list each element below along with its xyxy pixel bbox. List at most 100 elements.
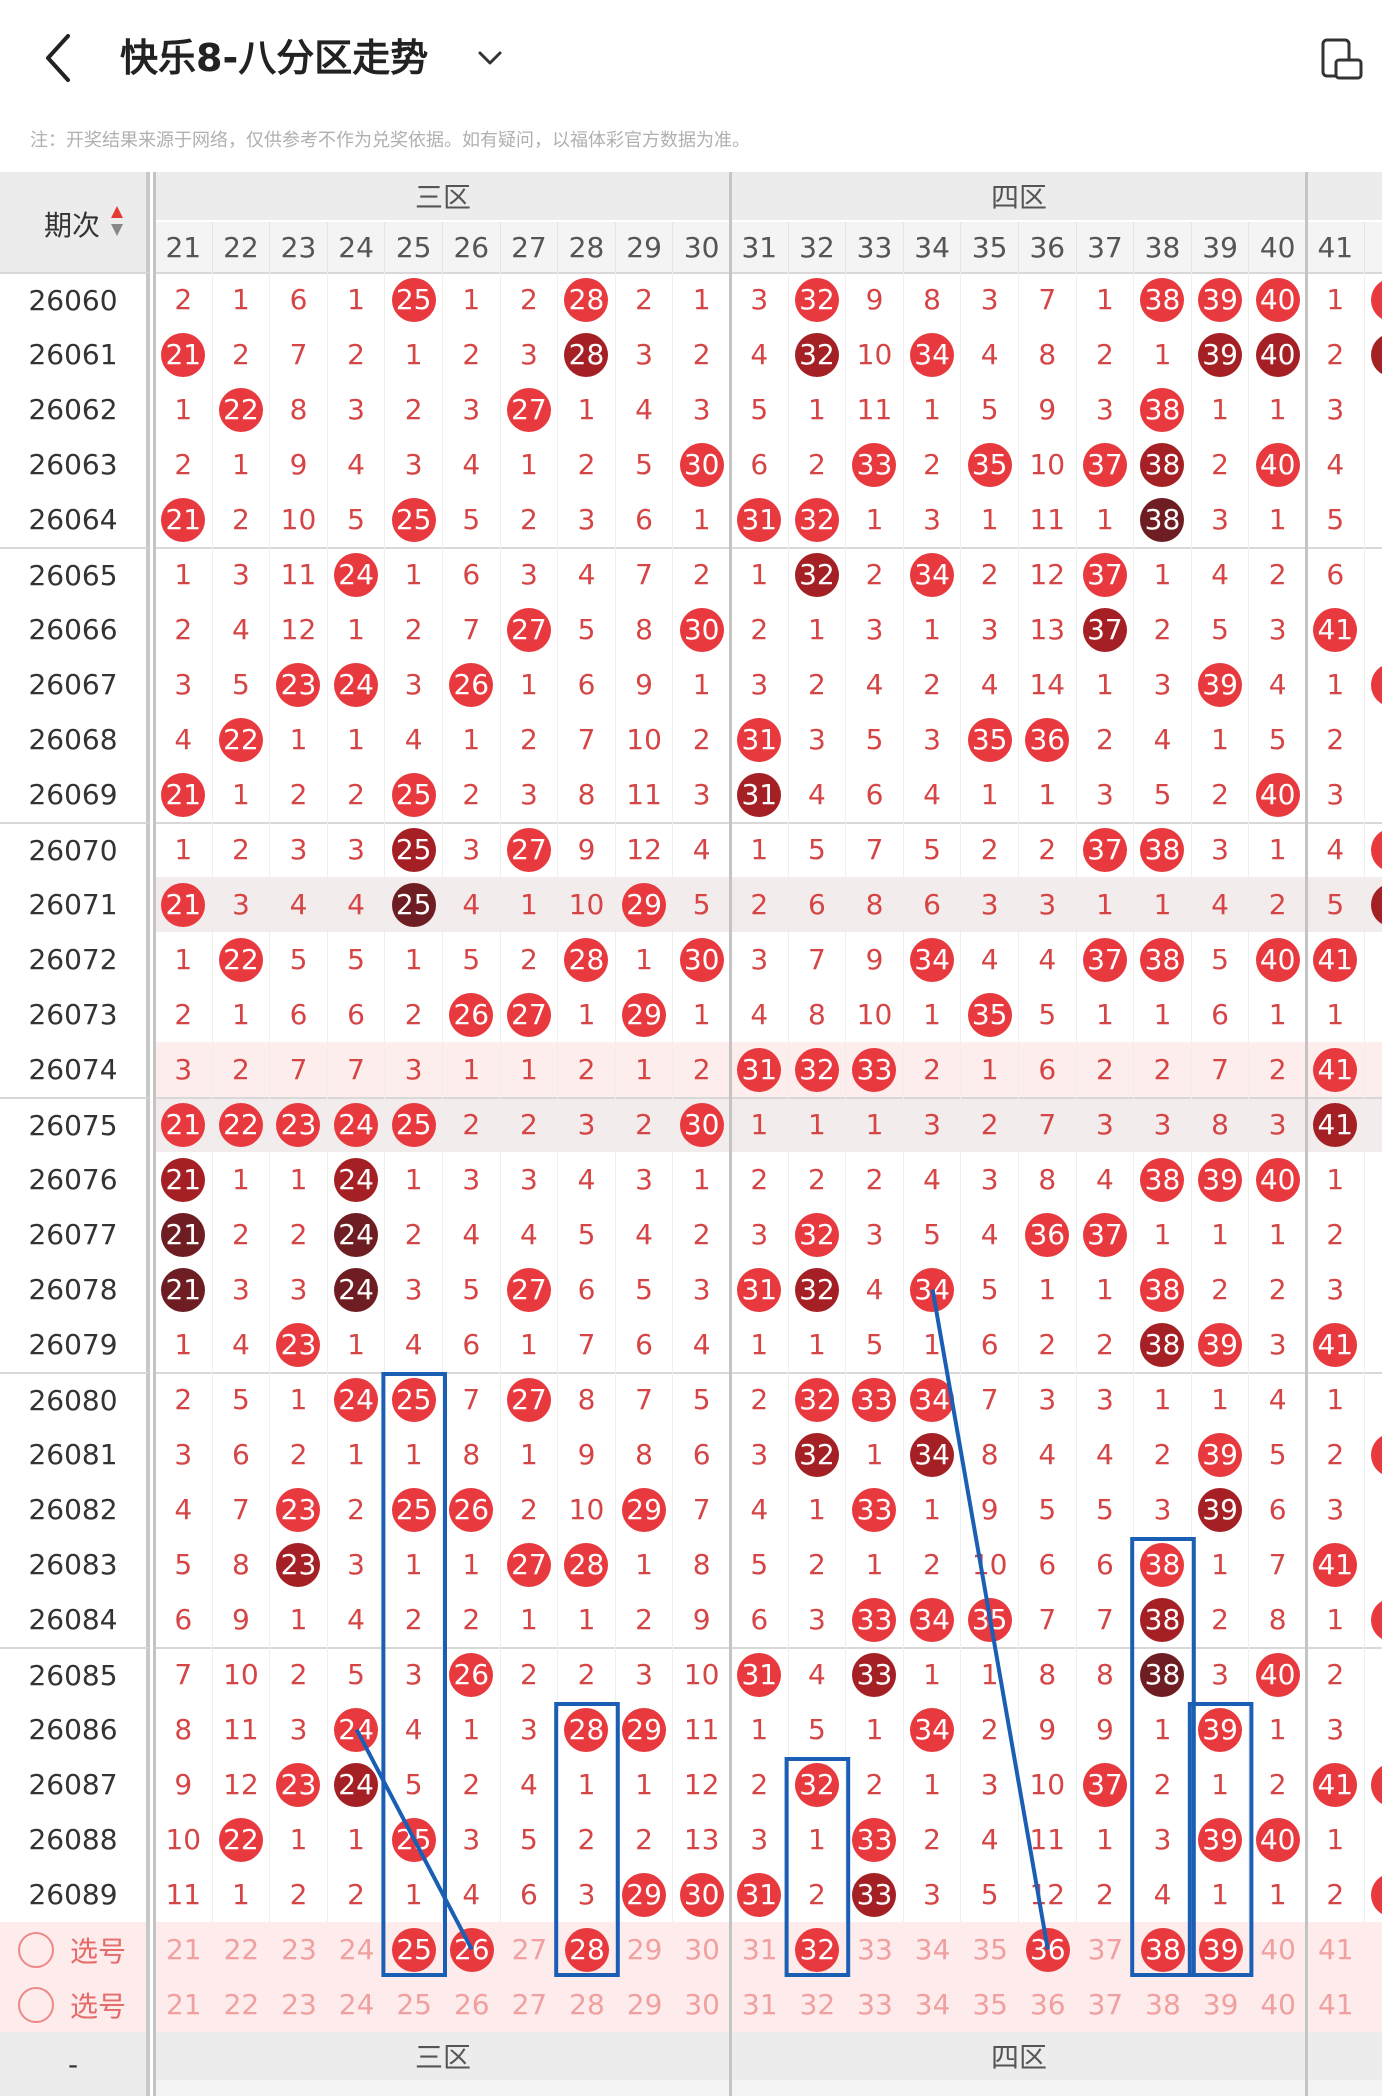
selected-ball[interactable]: 28 xyxy=(564,1927,609,1972)
hit-ball: 40 xyxy=(1255,442,1300,487)
table-cell: 1 xyxy=(270,1812,328,1867)
landscape-rotate-icon[interactable] xyxy=(1320,36,1364,82)
chevron-left-icon[interactable] xyxy=(38,28,78,88)
table-row xyxy=(155,1482,1382,1537)
select-cell[interactable]: 22 xyxy=(213,1922,271,1977)
select-cell[interactable]: 35 xyxy=(961,1922,1019,1977)
table-cell: 1 xyxy=(270,1592,328,1647)
select-cell[interactable]: 33 xyxy=(846,1922,904,1977)
select-cell[interactable]: 29 xyxy=(616,1977,674,2032)
select-cell[interactable]: 23 xyxy=(270,1922,328,1977)
select-number: 29 xyxy=(626,1988,663,2021)
table-cell: 1 xyxy=(846,1702,904,1757)
page-title: 快乐8-八分区走势 xyxy=(120,36,429,80)
miss-count: 1 xyxy=(404,1878,423,1911)
select-cell[interactable]: 25 xyxy=(385,1922,443,1977)
table-cell: 2 xyxy=(1077,327,1135,382)
selected-ball[interactable]: 25 xyxy=(392,1927,437,1972)
miss-count: 6 xyxy=(289,998,308,1031)
miss-count: 4 xyxy=(1095,1438,1114,1471)
select-cell[interactable]: 28 xyxy=(558,1977,616,2032)
select-cell[interactable]: 39 xyxy=(1192,1922,1250,1977)
select-cell[interactable]: 32 xyxy=(789,1977,847,2032)
select-cell[interactable]: 37 xyxy=(1077,1977,1135,2032)
table-cell: 5 xyxy=(789,1702,847,1757)
selected-ball[interactable]: 39 xyxy=(1198,1927,1243,1972)
select-cell[interactable]: 41 xyxy=(1307,1922,1365,1977)
miss-count: 2 xyxy=(462,1768,481,1801)
selected-ball[interactable]: 36 xyxy=(1025,1927,1070,1972)
select-cell[interactable]: 31 xyxy=(731,1977,789,2032)
select-cell[interactable]: 21 xyxy=(155,1922,213,1977)
select-cell[interactable]: 34 xyxy=(904,1977,962,2032)
miss-count: 2 xyxy=(174,1383,193,1416)
hit-ball: 41 xyxy=(1313,607,1358,652)
miss-count: 7 xyxy=(1038,283,1057,316)
select-cell[interactable]: 35 xyxy=(961,1977,1019,2032)
selected-ball[interactable]: 26 xyxy=(449,1927,494,1972)
table-cell: 3 xyxy=(213,877,271,932)
select-cell[interactable]: 26 xyxy=(443,1977,501,2032)
select-cell[interactable]: 24 xyxy=(328,1977,386,2032)
select-cell[interactable]: 41 xyxy=(1307,1977,1365,2032)
table-cell: 3 xyxy=(328,1537,386,1592)
select-cell[interactable]: 36 xyxy=(1019,1977,1077,2032)
select-cell[interactable]: 31 xyxy=(731,1922,789,1977)
miss-count: 6 xyxy=(692,1438,711,1471)
select-cell[interactable]: 40 xyxy=(1249,1977,1307,2032)
select-cell[interactable]: 32 xyxy=(789,1922,847,1977)
sort-icon[interactable] xyxy=(110,204,124,238)
miss-count: 5 xyxy=(750,1548,769,1581)
select-cell[interactable]: 28 xyxy=(558,1922,616,1977)
select-cell[interactable]: 36 xyxy=(1019,1922,1077,1977)
period-cell: 26062 xyxy=(0,382,150,437)
hit-ball: 38 xyxy=(1140,387,1185,432)
select-cell[interactable]: 40 xyxy=(1249,1922,1307,1977)
select-row-label[interactable]: 选号 xyxy=(0,1977,150,2032)
selected-ball[interactable]: 38 xyxy=(1140,1927,1185,1972)
select-cell[interactable]: 27 xyxy=(501,1922,559,1977)
hit-ball: 40 xyxy=(1255,1817,1300,1862)
select-number: 35 xyxy=(972,1933,1008,1966)
hit-ball: 27 xyxy=(506,1267,551,1312)
table-cell: 25 xyxy=(385,272,443,327)
hit-ball: 38 xyxy=(1140,1322,1185,1367)
select-cell[interactable]: 34 xyxy=(904,1922,962,1977)
select-row-label[interactable]: 选号 xyxy=(0,1922,150,1977)
select-radio-icon[interactable] xyxy=(18,1986,54,2023)
miss-count: 8 xyxy=(174,1713,193,1746)
select-cell[interactable]: 4 xyxy=(1365,1977,1382,2032)
select-cell[interactable]: 26 xyxy=(443,1922,501,1977)
chevron-down-icon[interactable] xyxy=(475,38,505,78)
miss-count: 2 xyxy=(1268,558,1287,591)
hit-ball: 4 xyxy=(1370,277,1382,322)
select-cell[interactable]: 38 xyxy=(1134,1922,1192,1977)
miss-count: 3 xyxy=(1095,1383,1114,1416)
miss-count: 2 xyxy=(980,833,999,866)
miss-count: 1 xyxy=(231,998,250,1031)
select-cell[interactable]: 25 xyxy=(385,1977,443,2032)
select-cell[interactable]: 4 xyxy=(1365,1922,1382,1977)
table-cell: 37 xyxy=(1077,1757,1135,1812)
select-cell[interactable]: 39 xyxy=(1192,1977,1250,2032)
selected-ball[interactable]: 32 xyxy=(795,1927,840,1972)
select-cell[interactable]: 38 xyxy=(1134,1977,1192,2032)
select-cell[interactable]: 23 xyxy=(270,1977,328,2032)
select-radio-icon[interactable] xyxy=(18,1931,54,1968)
select-cell[interactable]: 29 xyxy=(616,1922,674,1977)
select-cell[interactable]: 27 xyxy=(501,1977,559,2032)
select-cell[interactable]: 37 xyxy=(1077,1922,1135,1977)
select-cell[interactable]: 30 xyxy=(673,1922,731,1977)
select-cell[interactable]: 33 xyxy=(846,1977,904,2032)
select-cell[interactable]: 30 xyxy=(673,1977,731,2032)
miss-count: 1 xyxy=(692,668,711,701)
period-header[interactable]: 期次 xyxy=(0,172,150,272)
miss-count: 3 xyxy=(174,1438,193,1471)
select-cell[interactable]: 24 xyxy=(328,1922,386,1977)
table-cell: 1 xyxy=(1134,1207,1192,1262)
select-cell[interactable]: 21 xyxy=(155,1977,213,2032)
select-cell[interactable]: 22 xyxy=(213,1977,271,2032)
hit-ball: 22 xyxy=(218,937,263,982)
miss-count: 2 xyxy=(923,1823,941,1856)
table-cell: 2 xyxy=(385,1207,443,1262)
